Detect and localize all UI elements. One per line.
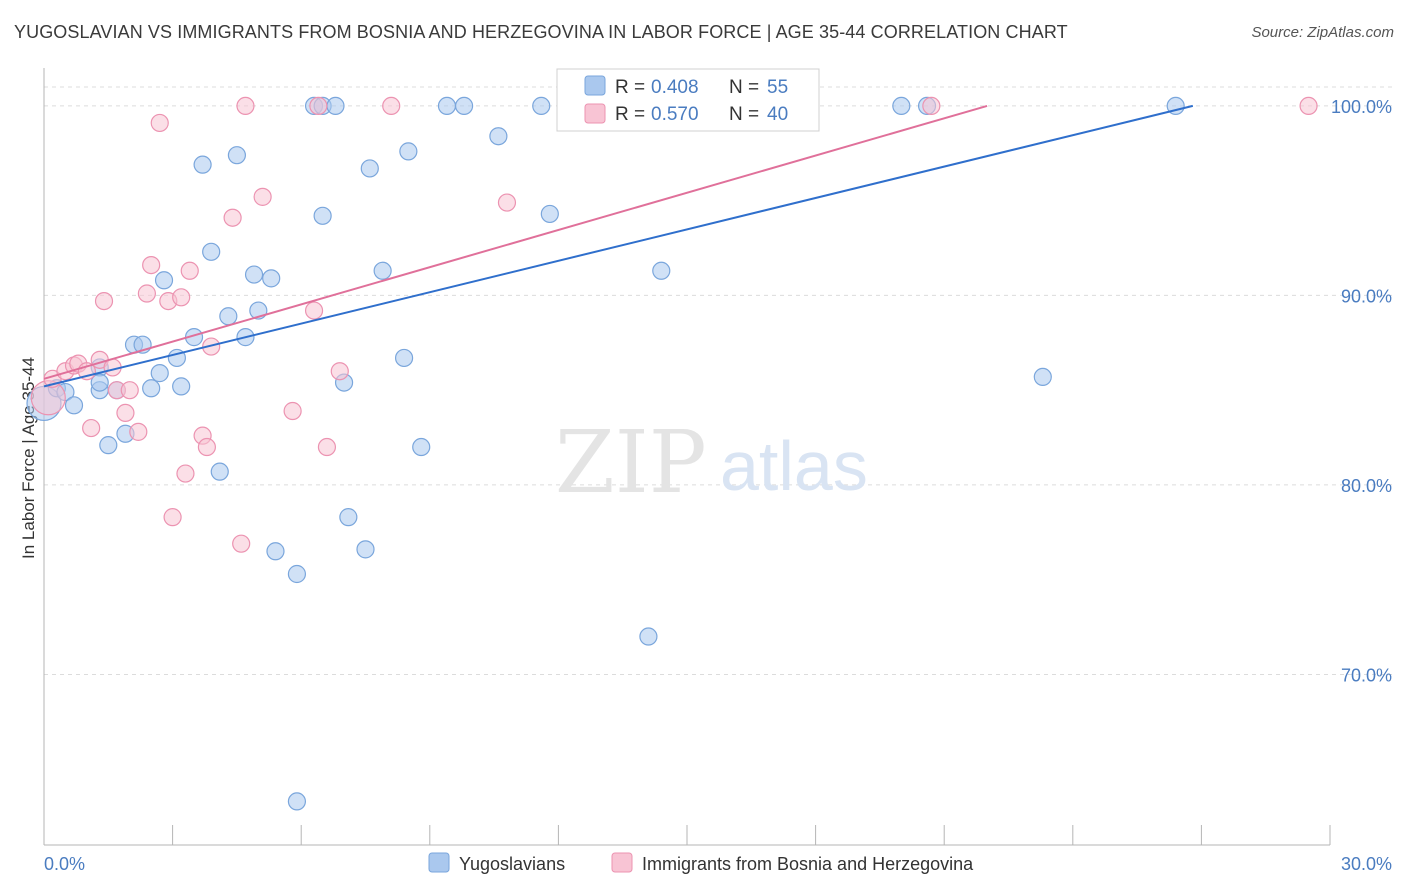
yugoslavians-point [639, 627, 658, 646]
legend-r-value-2: 0.570 [651, 104, 699, 125]
legend-n-value-2: 40 [767, 104, 788, 125]
bosnia-point [232, 534, 251, 553]
legend-r-label-2: R = [615, 104, 645, 125]
yugoslavians-point [437, 96, 457, 116]
bosnia-point [142, 255, 161, 275]
yugoslavians-point [193, 155, 212, 174]
yugoslavians-point [90, 373, 109, 392]
yugoslavians-point [373, 261, 392, 280]
watermark-zip: ZIP [555, 413, 707, 513]
series-legend-swatch-blue [428, 852, 450, 873]
series-legend: Yugoslavians Immigrants from Bosnia and … [428, 852, 974, 874]
yugoslavians-point [454, 96, 474, 116]
bosnia-point [94, 292, 114, 311]
legend-swatch-pink [584, 103, 606, 124]
y-tick-label: 90.0% [1341, 286, 1392, 306]
yugoslavians-point [360, 159, 379, 178]
bosnia-point [304, 301, 324, 320]
source-credit: Source: ZipAtlas.com [1251, 24, 1394, 41]
yugoslavians-point [287, 564, 307, 584]
x-axis-ticks [43, 825, 1331, 845]
trendline-yugoslavians [43, 104, 1194, 388]
series-legend-label-bosnia: Immigrants from Bosnia and Herzegovina [642, 854, 974, 874]
bosnia-point [176, 464, 195, 483]
legend-r-value-1: 0.408 [651, 77, 699, 98]
yugoslavians-point [154, 271, 174, 290]
bosnia-point [163, 508, 182, 527]
yugoslavians-point [339, 508, 358, 527]
yugoslavians-point [892, 96, 911, 116]
yugoslavians-point [227, 146, 246, 165]
bosnia-point [382, 96, 401, 116]
chart-title: YUGOSLAVIAN VS IMMIGRANTS FROM BOSNIA AN… [14, 22, 1068, 42]
y-tick-labels: 70.0% 80.0% 90.0% 100.0% [1331, 97, 1392, 686]
y-tick-label: 80.0% [1341, 476, 1392, 496]
bosnia-point [497, 193, 517, 212]
yugoslavians-point [394, 348, 414, 368]
bosnia-point [172, 288, 191, 307]
series-legend-swatch-pink [611, 852, 633, 873]
yugoslavians-point [540, 204, 559, 224]
yugoslavians-point [99, 436, 118, 455]
bosnia-point [283, 401, 302, 421]
x-tick-label-max: 30.0% [1341, 854, 1392, 874]
bosnia-point [197, 437, 216, 457]
legend-n-label-1: N = [729, 77, 759, 98]
yugoslavians-point [532, 96, 551, 116]
legend-n-value-1: 55 [767, 77, 788, 98]
bosnia-point [82, 418, 101, 438]
bosnia-point [253, 187, 272, 206]
bosnia-point [150, 113, 169, 133]
yugoslavians-point [489, 127, 508, 146]
yugoslavians-point [142, 379, 161, 398]
bosnia-point [317, 437, 337, 457]
bosnia-point [137, 284, 156, 303]
bosnia-point [116, 403, 135, 423]
stats-legend: R = 0.408 N = 55 R = 0.570 N = 40 [556, 68, 820, 132]
legend-r-label-1: R = [615, 77, 645, 98]
bosnia-point [922, 96, 941, 116]
y-tick-label: 100.0% [1331, 97, 1392, 117]
bosnia-point [180, 261, 199, 280]
yugoslavians-point [210, 462, 229, 481]
yugoslavians-point [356, 540, 375, 559]
yugoslavians-point [172, 377, 191, 396]
yugoslavians-point [244, 265, 264, 284]
trendline-bosnia [43, 104, 988, 380]
yugoslavians-point [313, 206, 332, 225]
x-tick-label-min: 0.0% [44, 854, 85, 874]
bosnia-point [236, 96, 255, 116]
yugoslavians-point [262, 269, 281, 288]
y-tick-label: 70.0% [1341, 665, 1392, 685]
yugoslavians-point [64, 396, 84, 415]
yugoslavians-point [326, 96, 345, 116]
yugoslavians-point [412, 437, 431, 457]
bosnia-point [1299, 96, 1318, 116]
yugoslavians-point [399, 142, 418, 161]
yugoslavians-point [150, 364, 169, 383]
yugoslavians-point [1033, 367, 1052, 387]
bosnia-point [309, 96, 328, 116]
yugoslavians-point [287, 792, 307, 811]
bosnia-point [129, 422, 148, 441]
watermark-atlas: atlas [720, 427, 868, 505]
yugoslavians-point [219, 307, 238, 326]
yugoslavians-point [652, 261, 671, 280]
series-bosnia-points [30, 96, 1318, 553]
yugoslavians-point [202, 242, 221, 261]
legend-swatch-blue [584, 75, 606, 96]
yugoslavians-point [266, 542, 285, 561]
watermark: ZIP atlas [555, 413, 868, 513]
bosnia-point [330, 362, 349, 381]
bosnia-point [223, 208, 242, 227]
bosnia-point [120, 381, 139, 400]
legend-n-label-2: N = [729, 104, 759, 125]
series-legend-label-yugoslavians: Yugoslavians [459, 854, 565, 874]
grid-lines [44, 86, 1392, 675]
